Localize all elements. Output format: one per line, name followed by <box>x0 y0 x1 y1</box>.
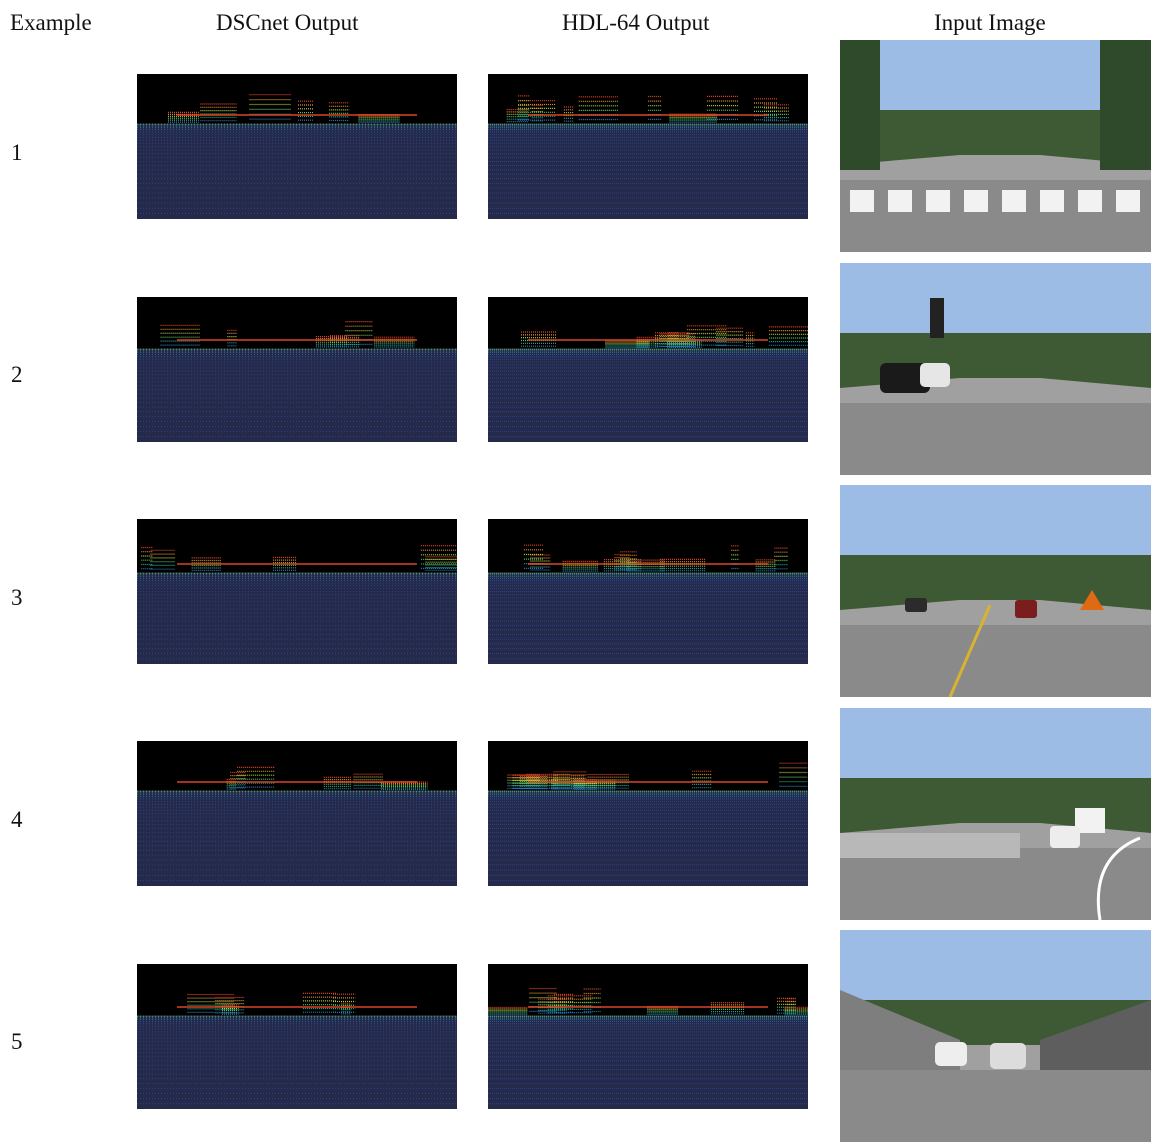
dscnet-output-image <box>137 964 457 1109</box>
hdl64-output-image <box>488 964 808 1109</box>
input-photo <box>840 40 1151 252</box>
hdl64-output-image <box>488 74 808 219</box>
input-photo <box>840 485 1151 697</box>
input-photo <box>840 930 1151 1142</box>
header-dscnet-output: DSCnet Output <box>216 10 359 35</box>
row-label: 5 <box>11 1029 23 1054</box>
header-example: Example <box>10 10 92 35</box>
dscnet-output-image <box>137 741 457 886</box>
hdl64-output-image <box>488 741 808 886</box>
row-label: 3 <box>11 585 23 610</box>
header-hdl64-output: HDL-64 Output <box>562 10 710 35</box>
row-label: 4 <box>11 807 23 832</box>
input-photo <box>840 263 1151 475</box>
row-label: 1 <box>11 140 23 165</box>
dscnet-output-image <box>137 519 457 664</box>
header-input-image: Input Image <box>934 10 1046 35</box>
dscnet-output-image <box>137 297 457 442</box>
row-label: 2 <box>11 362 23 387</box>
hdl64-output-image <box>488 297 808 442</box>
input-photo <box>840 708 1151 920</box>
hdl64-output-image <box>488 519 808 664</box>
dscnet-output-image <box>137 74 457 219</box>
